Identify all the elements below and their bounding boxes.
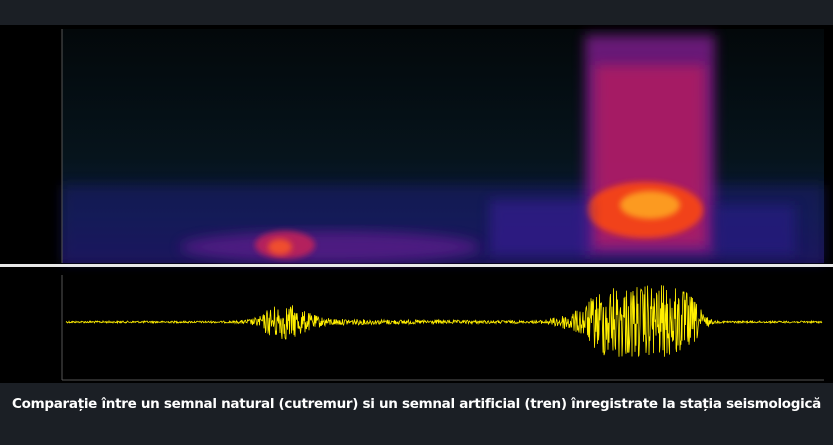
panel-separator [0, 264, 833, 267]
seismogram [61, 275, 824, 381]
train-approach [490, 200, 590, 255]
quake-energy [180, 231, 480, 263]
quake-peak [268, 239, 292, 255]
spectrogram [61, 29, 824, 263]
waveform [65, 285, 823, 358]
seismic-figure [0, 25, 833, 383]
train-depart [715, 205, 795, 255]
caption: Comparație între un semnal natural (cutr… [12, 396, 821, 412]
train-peak [620, 191, 680, 219]
